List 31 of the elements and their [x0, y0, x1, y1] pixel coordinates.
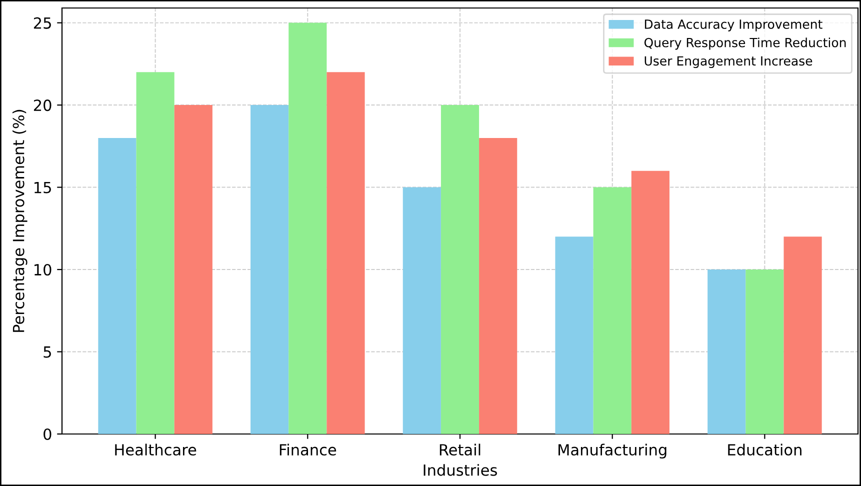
bar	[136, 72, 174, 434]
bar	[250, 105, 289, 434]
y-tick-label: 15	[34, 182, 51, 194]
legend-label: Query Response Time Reduction	[644, 38, 846, 50]
bar	[440, 105, 480, 434]
y-tick-label: 20	[34, 100, 52, 112]
x-axis-title: Industries	[424, 464, 497, 476]
bar	[555, 236, 594, 434]
bar	[288, 22, 327, 434]
bar	[98, 138, 136, 434]
x-tick-label: Manufacturing	[558, 444, 666, 459]
y-tick-label: 5	[44, 346, 51, 358]
x-tick-label: Healthcare	[115, 444, 196, 456]
y-tick-label: 10	[34, 264, 52, 276]
bar	[174, 105, 212, 434]
bar	[708, 270, 746, 434]
bar	[479, 138, 518, 434]
x-tick-label: Finance	[280, 444, 336, 456]
bar	[402, 187, 441, 434]
legend-label: Data Accuracy Improvement	[644, 20, 822, 32]
y-tick-label: 0	[44, 428, 52, 440]
x-tick-label: Education	[728, 444, 802, 456]
x-tick-label: Retail	[440, 444, 480, 456]
y-tick-label: 25	[34, 17, 51, 29]
bar	[746, 270, 784, 434]
legend-label: User Engagement Increase	[644, 56, 812, 68]
bar	[326, 72, 365, 434]
y-axis-title: Percentage Improvement (%)	[12, 110, 28, 332]
bar	[784, 236, 822, 434]
bar	[593, 187, 632, 434]
bar	[631, 170, 670, 434]
